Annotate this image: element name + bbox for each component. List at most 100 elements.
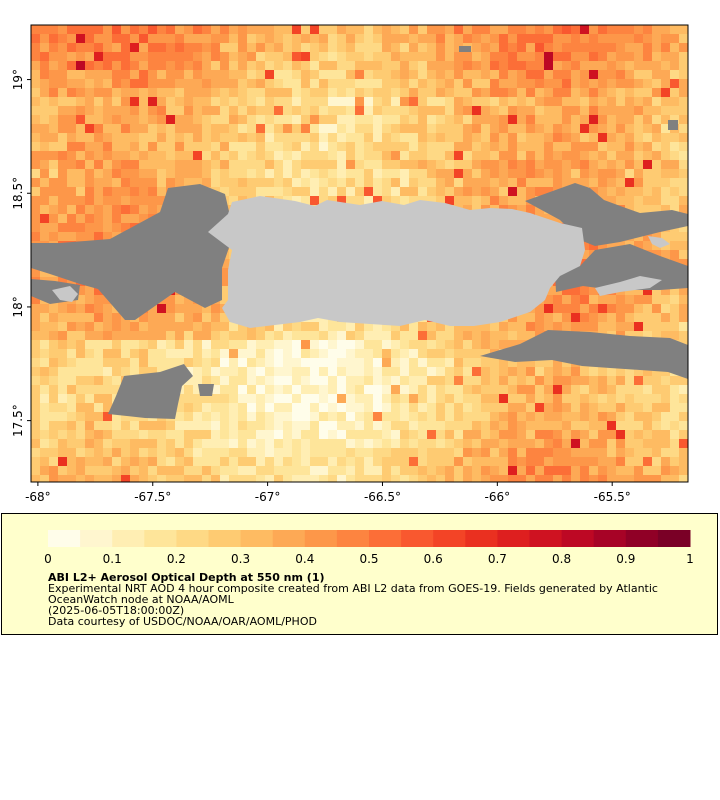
aod-pixel xyxy=(337,160,346,169)
aod-pixel xyxy=(553,106,562,115)
aod-pixel xyxy=(652,448,661,457)
aod-pixel xyxy=(310,466,319,475)
aod-pixel xyxy=(445,34,454,43)
aod-pixel xyxy=(463,106,472,115)
aod-pixel xyxy=(670,70,679,79)
aod-pixel xyxy=(94,385,103,394)
color-bar-swatch xyxy=(657,530,691,547)
aod-pixel xyxy=(445,151,454,160)
aod-pixel xyxy=(571,295,580,304)
aod-pixel xyxy=(31,313,40,322)
aod-pixel xyxy=(679,457,688,466)
aod-pixel xyxy=(391,187,400,196)
aod-pixel xyxy=(220,61,229,70)
aod-pixel xyxy=(382,196,391,205)
color-bar-tick-label: 0.7 xyxy=(488,552,507,566)
color-bar: 0 0.1 0.2 0.3 0.4 0.5 0.6 0.7 0.8 0.9 1 xyxy=(44,530,694,566)
aod-pixel xyxy=(175,466,184,475)
aod-pixel xyxy=(409,196,418,205)
aod-pixel xyxy=(679,439,688,448)
aod-pixel xyxy=(202,322,211,331)
color-bar-ticks: 0 0.1 0.2 0.3 0.4 0.5 0.6 0.7 0.8 0.9 1 xyxy=(44,552,694,566)
aod-pixel xyxy=(130,106,139,115)
aod-pixel xyxy=(382,169,391,178)
aod-pixel xyxy=(211,133,220,142)
aod-pixel xyxy=(274,25,283,34)
aod-pixel xyxy=(337,88,346,97)
aod-pixel xyxy=(283,25,292,34)
aod-pixel xyxy=(508,367,517,376)
aod-pixel xyxy=(328,52,337,61)
aod-pixel xyxy=(283,151,292,160)
aod-pixel xyxy=(616,115,625,124)
aod-pixel xyxy=(652,232,661,241)
aod-pixel xyxy=(301,475,310,482)
aod-pixel xyxy=(562,430,571,439)
aod-pixel xyxy=(589,286,598,295)
aod-pixel xyxy=(265,421,274,430)
color-bar-tick-label: 0 xyxy=(44,552,52,566)
aod-pixel xyxy=(220,169,229,178)
aod-pixel xyxy=(274,466,283,475)
aod-pixel xyxy=(85,475,94,482)
aod-pixel xyxy=(355,142,364,151)
aod-pixel xyxy=(166,88,175,97)
aod-pixel xyxy=(445,52,454,61)
aod-pixel xyxy=(40,61,49,70)
aod-pixel xyxy=(598,430,607,439)
aod-pixel xyxy=(661,286,670,295)
aod-pixel xyxy=(184,430,193,439)
aod-pixel xyxy=(85,124,94,133)
lon-tick-label: -66.5° xyxy=(364,490,401,504)
aod-pixel xyxy=(670,88,679,97)
aod-pixel xyxy=(418,430,427,439)
aod-pixel xyxy=(238,394,247,403)
aod-pixel xyxy=(373,79,382,88)
aod-pixel xyxy=(103,178,112,187)
aod-pixel xyxy=(670,385,679,394)
aod-pixel xyxy=(373,430,382,439)
aod-pixel xyxy=(607,448,616,457)
aod-pixel xyxy=(535,160,544,169)
aod-pixel xyxy=(679,313,688,322)
aod-pixel xyxy=(247,61,256,70)
aod-pixel xyxy=(319,142,328,151)
aod-pixel xyxy=(589,241,598,250)
aod-pixel xyxy=(256,448,265,457)
aod-pixel xyxy=(436,430,445,439)
aod-pixel xyxy=(40,133,49,142)
aod-pixel xyxy=(526,376,535,385)
aod-pixel xyxy=(76,457,85,466)
aod-pixel xyxy=(184,43,193,52)
aod-pixel xyxy=(436,160,445,169)
aod-pixel xyxy=(202,421,211,430)
aod-pixel xyxy=(328,79,337,88)
aod-pixel xyxy=(562,34,571,43)
aod-pixel xyxy=(409,430,418,439)
aod-pixel xyxy=(463,394,472,403)
aod-pixel xyxy=(427,439,436,448)
aod-pixel xyxy=(625,106,634,115)
aod-pixel xyxy=(121,331,130,340)
aod-pixel xyxy=(247,358,256,367)
aod-pixel xyxy=(184,412,193,421)
aod-pixel xyxy=(391,97,400,106)
aod-pixel xyxy=(544,52,553,61)
aod-pixel xyxy=(283,97,292,106)
aod-pixel xyxy=(535,133,544,142)
aod-pixel xyxy=(391,151,400,160)
aod-pixel xyxy=(346,394,355,403)
aod-pixel xyxy=(130,34,139,43)
aod-pixel xyxy=(616,466,625,475)
aod-pixel xyxy=(346,421,355,430)
aod-pixel xyxy=(58,178,67,187)
aod-pixel xyxy=(220,385,229,394)
aod-pixel xyxy=(382,70,391,79)
aod-pixel xyxy=(643,331,652,340)
aod-pixel xyxy=(148,457,157,466)
aod-pixel xyxy=(544,61,553,70)
aod-pixel xyxy=(490,70,499,79)
aod-pixel xyxy=(652,25,661,34)
aod-pixel xyxy=(634,421,643,430)
aod-pixel xyxy=(625,304,634,313)
